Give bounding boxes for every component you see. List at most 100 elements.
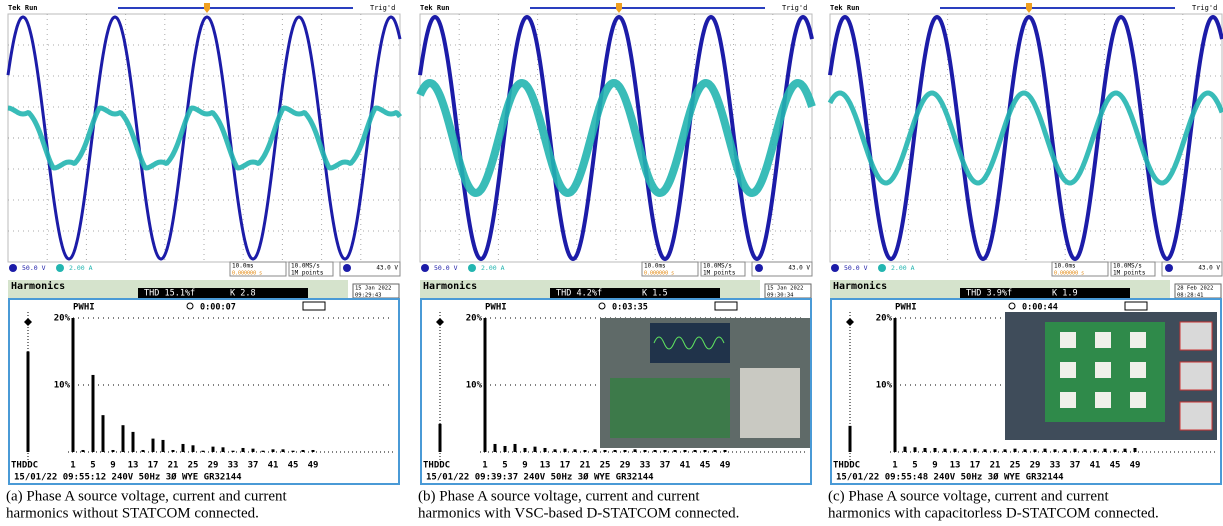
current-trace	[7, 105, 403, 171]
photo-relay	[1130, 332, 1146, 348]
x-tick-label: 21	[580, 461, 591, 471]
voltage-trace	[418, 14, 814, 262]
x-tick-label: 17	[970, 461, 981, 471]
bar	[953, 448, 957, 452]
clock-icon	[598, 302, 606, 310]
bar	[241, 447, 245, 452]
bar	[1053, 449, 1057, 452]
x-tick-label: 17	[560, 461, 571, 471]
x-tick-label: 25	[600, 461, 611, 471]
ch2-scale: 2.00 A	[481, 264, 505, 272]
photo-scope	[650, 323, 730, 363]
bar	[503, 445, 507, 452]
bar	[633, 449, 637, 452]
bar	[683, 449, 687, 452]
x-tick-label: 13	[540, 461, 551, 471]
bar	[1093, 449, 1097, 452]
bar	[973, 448, 977, 452]
caption: harmonics without STATCOM connected.	[6, 505, 259, 521]
ch1-badge	[421, 264, 429, 272]
caption: harmonics with capacitorless D-STATCOM c…	[828, 505, 1159, 521]
bar	[563, 448, 567, 452]
trig-box	[751, 261, 813, 277]
date: 15 Jan 2022	[355, 286, 391, 292]
bar	[141, 449, 145, 452]
bar	[111, 449, 115, 452]
ch1-scale: 50.0 V	[844, 264, 868, 272]
bar	[191, 445, 195, 452]
bar	[221, 447, 225, 452]
bar	[693, 449, 697, 452]
photo-relay	[1130, 362, 1146, 378]
bar	[81, 449, 85, 452]
ch2-badge	[468, 264, 476, 272]
bar	[291, 450, 295, 452]
trigger-marker	[1026, 3, 1032, 13]
x-tick-label: 33	[228, 461, 239, 471]
bar	[301, 449, 305, 452]
bar	[1103, 448, 1107, 452]
x-tick-label: 9	[522, 461, 527, 471]
bar	[703, 449, 707, 452]
timebase: 10.0ms	[1054, 263, 1076, 270]
x-tick-label: 33	[640, 461, 651, 471]
bar	[573, 449, 577, 452]
bar	[553, 449, 557, 452]
x-tick-label: 37	[660, 461, 671, 471]
rate-box	[700, 261, 746, 277]
y-tick-label: 20%	[54, 314, 71, 324]
bar	[493, 443, 497, 452]
status-icons	[714, 301, 738, 311]
bar	[513, 443, 517, 452]
k-factor: K 1.5	[642, 289, 668, 299]
x-tick-label: 9	[932, 461, 937, 471]
x-tick-label: THDDC	[423, 461, 450, 471]
photo-relay	[1060, 392, 1076, 408]
x-tick-label: 9	[110, 461, 115, 471]
bar	[483, 318, 487, 452]
x-tick-label: 49	[308, 461, 319, 471]
x-tick-label: 29	[1030, 461, 1041, 471]
bar	[913, 447, 917, 452]
x-tick-label: THDDC	[11, 461, 38, 471]
record-length: 1M points	[1113, 270, 1146, 277]
time: 09:29:43	[355, 293, 382, 299]
photo-relay	[1060, 362, 1076, 378]
thd-box	[960, 288, 1130, 298]
bar	[723, 449, 727, 452]
bar	[653, 449, 657, 452]
bar	[593, 449, 597, 452]
elapsed: 0:00:44	[1022, 303, 1058, 313]
timebase-box	[641, 261, 699, 277]
x-tick-label: 45	[700, 461, 711, 471]
ch2-scale: 2.00 A	[69, 264, 93, 272]
photo-relay	[1095, 362, 1111, 378]
scope-trigger: Trig'd	[782, 4, 807, 12]
x-tick-label: 25	[188, 461, 199, 471]
footer: 15/01/22 09:39:37 240V 50Hz 3Ø WYE GR321…	[426, 472, 654, 483]
record-length: 1M points	[291, 270, 324, 277]
mode: PWHI	[73, 303, 95, 313]
trig-badge	[755, 264, 763, 272]
ch2-scale: 2.00 A	[891, 264, 915, 272]
bar	[1073, 448, 1077, 452]
rate-box	[1110, 261, 1156, 277]
x-tick-label: 41	[680, 461, 691, 471]
bar	[131, 431, 135, 452]
x-tick-label: 45	[1110, 461, 1121, 471]
y-tick-label: 10%	[54, 381, 71, 391]
panel: Tek Run Trig'd 50.0 V 2.00 A 10.0ms0.000000 …	[6, 3, 403, 521]
bar	[101, 415, 105, 452]
x-tick-label: 25	[1010, 461, 1021, 471]
x-tick-label: 37	[248, 461, 259, 471]
bar	[151, 438, 155, 452]
bar	[993, 449, 997, 452]
bar	[903, 446, 907, 452]
time: 09:30:34	[767, 293, 794, 299]
bar	[1123, 448, 1127, 452]
ch1-badge	[9, 264, 17, 272]
mode: PWHI	[485, 303, 507, 313]
y-tick-label: 20%	[876, 314, 893, 324]
bar	[1023, 449, 1027, 452]
